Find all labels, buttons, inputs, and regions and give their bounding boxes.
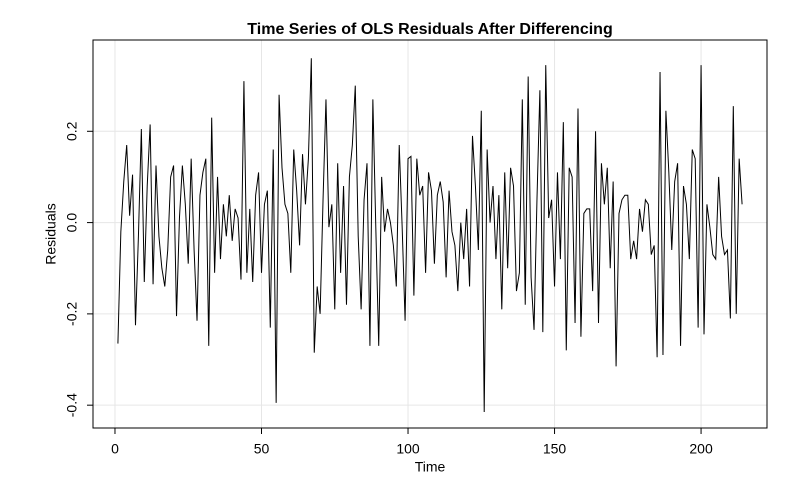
y-tick-label: 0.2	[64, 121, 80, 141]
chart-title: Time Series of OLS Residuals After Diffe…	[247, 21, 612, 38]
x-tick-label: 0	[111, 441, 119, 457]
series-line	[117, 58, 743, 413]
y-tick-label: -0.4	[64, 393, 80, 417]
y-tick-label: 0.0	[64, 213, 80, 233]
x-tick-label: 200	[689, 441, 713, 457]
x-tick-label: 50	[254, 441, 270, 457]
plot-box	[92, 39, 768, 429]
y-axis-label: Residuals	[43, 203, 59, 264]
x-axis-label: Time	[415, 459, 446, 475]
x-tick-label: 150	[543, 441, 567, 457]
x-tick-label: 100	[396, 441, 420, 457]
y-tick-label: -0.2	[64, 302, 80, 326]
